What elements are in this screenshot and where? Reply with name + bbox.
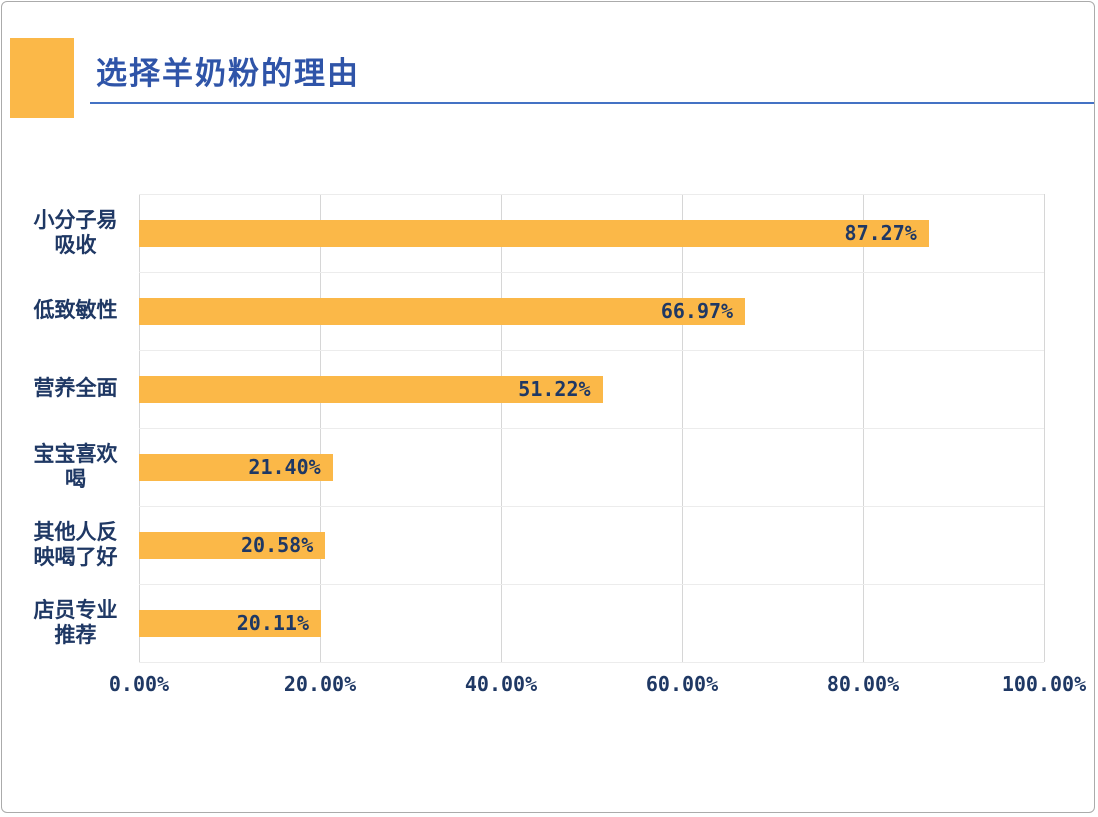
bar: 87.27%: [139, 219, 929, 247]
bar-track: 87.27%: [139, 219, 1044, 247]
bar-track: 66.97%: [139, 297, 1044, 325]
gridline-horizontal: [139, 194, 1044, 195]
x-tick-label: 0.00%: [108, 672, 170, 696]
bar-row: 低致敏性 66.97%: [12, 272, 1044, 350]
gridline-horizontal: [139, 505, 1044, 507]
category-label: 低致敏性: [33, 299, 118, 323]
x-tick-label: 80.00%: [826, 672, 900, 696]
bar-track: 20.11%: [139, 609, 1044, 637]
value-label: 20.11%: [236, 611, 309, 635]
bar: 20.58%: [139, 531, 326, 559]
bar: 66.97%: [139, 297, 746, 325]
chart-rows: 小分子易吸收 87.27% 低致敏性 66.97% 营养全面 51.22% 宝宝喜欢喝 21.…: [12, 194, 1044, 662]
gridline-vertical: [1044, 194, 1045, 662]
x-axis: 0.00% 20.00% 40.00% 60.00% 80.00% 100.00%: [109, 672, 1086, 704]
bar-track: 51.22%: [139, 375, 1044, 403]
value-label: 20.58%: [240, 533, 314, 557]
x-tick-label: 100.00%: [1001, 672, 1087, 696]
x-tick-label: 60.00%: [645, 672, 719, 696]
value-label: 66.97%: [660, 299, 734, 323]
bar-row: 营养全面 51.22%: [12, 350, 1044, 428]
title-accent-square: [10, 38, 74, 118]
value-label: 87.27%: [844, 221, 917, 245]
gridline-horizontal: [139, 349, 1044, 351]
gridline-horizontal: [139, 428, 1044, 429]
bar-track: 20.58%: [139, 531, 1044, 559]
gridlines: [139, 194, 1045, 663]
category-label: 营养全面: [33, 377, 118, 401]
gridline-horizontal: [139, 271, 1044, 273]
x-tick-label: 40.00%: [464, 672, 538, 696]
bar: 51.22%: [139, 375, 603, 403]
bar-row: 小分子易吸收 87.27%: [12, 194, 1044, 272]
bar-row: 其他人反映喝了好 20.58%: [12, 506, 1044, 584]
bar-track: 21.40%: [139, 453, 1044, 481]
category-label: 宝宝喜欢喝: [33, 442, 118, 491]
bar: 20.11%: [139, 609, 321, 637]
category-label: 其他人反映喝了好: [33, 520, 118, 569]
gridline-horizontal: [139, 584, 1044, 585]
bar: 21.40%: [139, 453, 333, 481]
category-label: 小分子易吸收: [33, 208, 118, 257]
bar-row: 宝宝喜欢喝 21.40%: [12, 428, 1044, 506]
value-label: 21.40%: [248, 455, 321, 479]
title-underline: [90, 102, 1094, 104]
bar-row: 店员专业推荐 20.11%: [12, 584, 1044, 662]
chart-title: 选择羊奶粉的理由: [96, 56, 360, 91]
gridline-horizontal: [139, 662, 1044, 663]
bar-chart: 小分子易吸收 87.27% 低致敏性 66.97% 营养全面 51.22% 宝宝喜欢喝 21.…: [12, 194, 1086, 812]
category-label: 店员专业推荐: [33, 598, 118, 647]
value-label: 51.22%: [518, 377, 591, 401]
x-tick-label: 20.00%: [283, 672, 357, 696]
